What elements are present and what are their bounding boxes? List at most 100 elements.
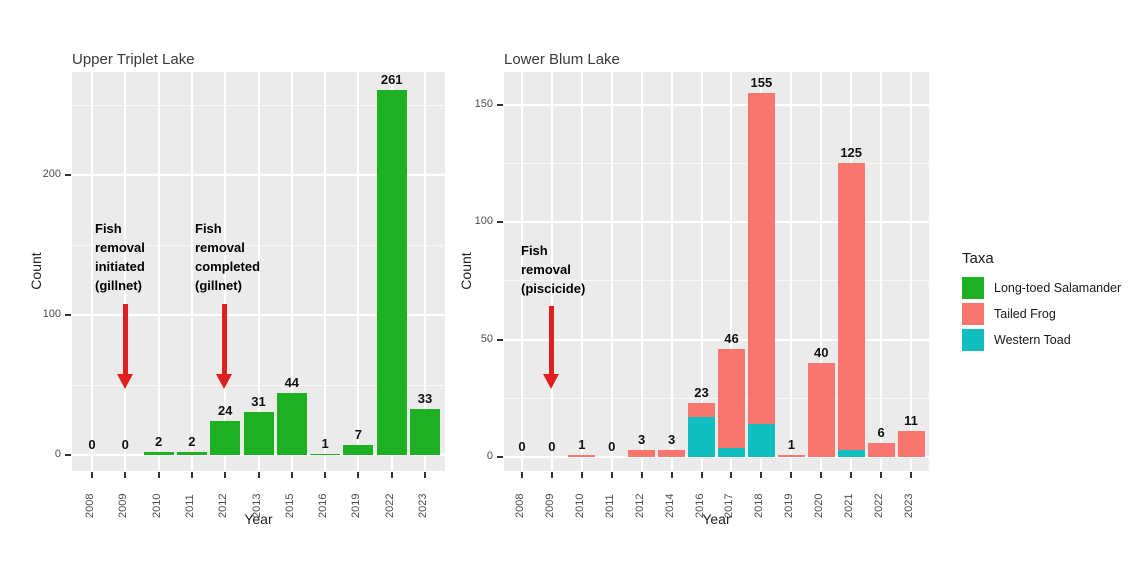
y-tick-label: 200 — [42, 168, 61, 180]
x-tick — [550, 472, 553, 478]
gridline-major — [504, 103, 929, 106]
bar-segment-long-toed-salamander — [143, 452, 174, 455]
annotation-text-line: (gillnet) — [195, 278, 242, 293]
x-tick — [640, 472, 643, 478]
gridline-vertical — [124, 72, 127, 471]
bar-value-label: 46 — [724, 330, 739, 346]
gridline-major — [72, 454, 445, 456]
bar-segment-tailed-frog — [867, 442, 895, 457]
x-tick — [290, 472, 293, 478]
bar-value-label: 33 — [417, 390, 433, 406]
x-tick-label: 2018 — [753, 493, 766, 518]
annotation-text-line: Fish — [521, 243, 548, 258]
x-tick-label: 2021 — [843, 493, 856, 518]
y-tick-label: 100 — [42, 308, 61, 320]
annotation-arrow-head — [543, 374, 559, 389]
x-tick-label: 2008 — [513, 493, 526, 518]
x-tick — [820, 472, 823, 478]
x-tick-label: 2011 — [603, 494, 616, 518]
annotation-arrow-head — [216, 374, 232, 389]
legend-label-long-toed-salamander: Long-toed Salamander — [994, 281, 1122, 295]
gridline-vertical — [610, 72, 613, 471]
bar-segment-tailed-frog — [747, 92, 775, 425]
gridline-vertical — [820, 72, 823, 471]
gridline-vertical — [700, 72, 703, 471]
x-tick — [424, 472, 427, 478]
legend-label-western-toad: Western Toad — [994, 333, 1071, 347]
x-tick — [390, 472, 393, 478]
y-tick — [65, 174, 71, 176]
x-tick — [700, 472, 703, 478]
legend-item-long-toed-salamander: Long-toed Salamander — [962, 277, 1121, 299]
x-tick — [760, 472, 763, 478]
bar-segment-tailed-frog — [897, 431, 925, 457]
legend-item-tailed-frog: Tailed Frog — [962, 303, 1121, 325]
gridline-vertical — [224, 72, 227, 471]
bar-value-label: 6 — [877, 424, 885, 440]
gridline-vertical — [257, 72, 260, 471]
annotation-text-line: Fish — [95, 221, 122, 236]
x-tick-label: 2012 — [633, 493, 646, 518]
bar-value-label: 0 — [88, 437, 96, 452]
x-tick-label: 2016 — [317, 493, 330, 518]
x-tick — [224, 472, 227, 478]
x-tick — [580, 472, 583, 478]
gridline-minor — [504, 280, 929, 282]
bar-value-label: 261 — [380, 71, 403, 87]
y-tick — [497, 103, 503, 106]
gridline-vertical — [424, 72, 427, 471]
x-tick-label: 2010 — [150, 493, 163, 518]
chart-title: Upper Triplet Lake — [72, 51, 195, 68]
bar-segment-long-toed-salamander — [210, 421, 241, 455]
y-tick-label: 100 — [474, 215, 493, 227]
x-tick — [357, 472, 360, 478]
bar-value-label: 24 — [217, 403, 233, 419]
x-tick-label: 2009 — [117, 493, 130, 518]
bar-segment-tailed-frog — [658, 449, 686, 457]
bar-value-label: 1 — [787, 436, 795, 452]
gridline-major — [504, 338, 929, 341]
y-tick-label: 150 — [474, 97, 493, 110]
gridline-vertical — [880, 72, 883, 471]
gridline-major — [72, 314, 445, 316]
gridline-vertical — [550, 72, 553, 471]
bar-segment-long-toed-salamander — [276, 393, 307, 455]
annotation-text-line: Fish — [195, 221, 222, 236]
bar-value-label: 2 — [188, 434, 196, 450]
y-tick — [497, 221, 503, 223]
legend: Taxa Long-toed Salamander Tailed Frog We… — [962, 250, 1121, 355]
x-tick — [257, 472, 260, 478]
y-axis-title: Count — [28, 251, 44, 290]
bar-value-label: 1 — [578, 436, 586, 452]
x-tick-label: 2014 — [663, 493, 676, 518]
gridline-major — [504, 456, 929, 458]
bar-value-label: 3 — [638, 431, 646, 447]
gridline-vertical — [290, 72, 293, 471]
bar-segment-western-toad — [717, 447, 745, 457]
bar-value-label: 0 — [548, 439, 556, 454]
bar-segment-tailed-frog — [837, 163, 865, 450]
bar-segment-western-toad — [688, 417, 716, 457]
x-tick-label: 2023 — [417, 493, 430, 518]
chart-title: Lower Blum Lake — [504, 51, 620, 68]
annotation-arrow-head — [117, 374, 133, 389]
y-axis-title: Count — [458, 251, 474, 290]
y-tick — [497, 456, 503, 458]
bar-segment-western-toad — [837, 449, 865, 457]
gridline-vertical — [580, 72, 583, 471]
gridline-major — [72, 174, 445, 176]
x-tick — [90, 472, 93, 478]
x-tick-label: 2019 — [350, 493, 363, 518]
x-tick — [850, 472, 853, 478]
bar-value-label: 40 — [814, 345, 829, 360]
bar-segment-tailed-frog — [717, 348, 745, 448]
bar-value-label: 0 — [518, 439, 526, 454]
annotation-arrow-shaft — [548, 306, 554, 375]
bar-segment-long-toed-salamander — [176, 452, 207, 455]
annotation-text-line: initiated — [95, 259, 145, 274]
annotation-text-line: completed — [195, 259, 261, 274]
bar-value-label: 3 — [667, 431, 676, 447]
bar-segment-tailed-frog — [807, 363, 835, 457]
bar-value-label: 2 — [154, 434, 163, 450]
